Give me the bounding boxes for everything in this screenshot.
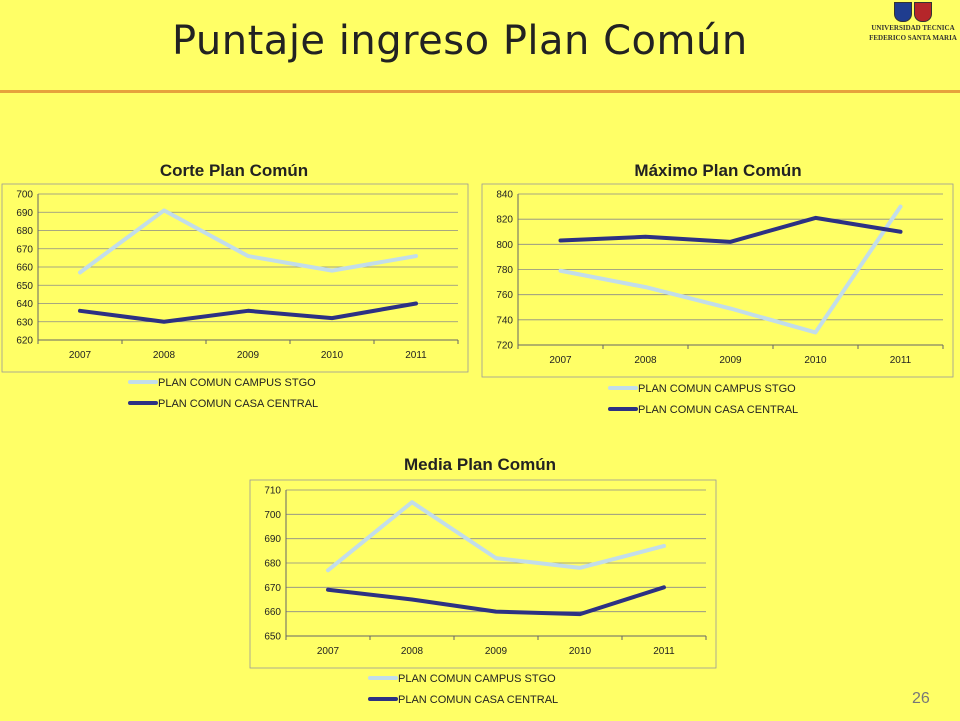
legend-label: PLAN COMUN CASA CENTRAL [398, 694, 558, 706]
x-tick-label: 2008 [401, 646, 424, 657]
y-tick-label: 640 [16, 299, 33, 310]
page-number: 26 [912, 690, 930, 708]
x-tick-label: 2007 [317, 646, 340, 657]
chart-media: Media Plan Común 650 660 670 680 690 700 710 200… [240, 446, 720, 721]
logo-text-line1: UNIVERSIDAD TECNICA [868, 24, 958, 32]
chart-media-svg: Media Plan Común 650 660 670 680 690 700 710 200… [240, 446, 720, 716]
y-tick-label: 650 [264, 632, 281, 643]
x-tick-label: 2010 [569, 646, 592, 657]
chart-title: Corte Plan Común [160, 161, 308, 180]
y-tick-label: 660 [16, 263, 33, 274]
chart-frame [482, 184, 953, 377]
y-tick-label: 680 [16, 226, 33, 237]
x-tick-label: 2009 [719, 355, 742, 366]
y-tick-label: 690 [264, 534, 281, 545]
series-line-casa-central [561, 218, 901, 242]
logo-shields [868, 2, 958, 22]
legend-label: PLAN COMUN CAMPUS STGO [398, 673, 556, 685]
chart-title: Máximo Plan Común [634, 161, 801, 180]
logo-shield-right [914, 2, 932, 22]
slide-title: Puntaje ingreso Plan Común [172, 18, 748, 64]
title-divider [0, 90, 960, 93]
x-tick-label: 2009 [237, 350, 260, 361]
chart-maximo: Máximo Plan Común 720 740 760 780 800 820 840 20… [480, 148, 950, 433]
x-tick-label: 2007 [549, 355, 572, 366]
x-tick-label: 2010 [804, 355, 827, 366]
y-tick-label: 800 [496, 240, 513, 251]
legend-label: PLAN COMUN CAMPUS STGO [638, 383, 796, 395]
series-line-campus-stgo [80, 210, 416, 272]
logo-shield-left [894, 2, 912, 22]
y-tick-label: 710 [264, 486, 281, 497]
chart-maximo-svg: Máximo Plan Común 720 740 760 780 800 820 840 20… [480, 148, 950, 428]
chart-corte: Corte Plan Común 620 630 640 650 660 670 680 690… [0, 148, 470, 423]
x-tick-label: 2007 [69, 350, 92, 361]
series-line-campus-stgo [328, 502, 664, 570]
y-tick-label: 630 [16, 317, 33, 328]
x-tick-label: 2009 [485, 646, 508, 657]
university-logo: UNIVERSIDAD TECNICA FEDERICO SANTA MARIA [868, 2, 958, 42]
logo-text-line2: FEDERICO SANTA MARIA [868, 34, 958, 42]
legend-label: PLAN COMUN CASA CENTRAL [638, 404, 798, 416]
y-tick-label: 700 [264, 510, 281, 521]
y-tick-label: 660 [264, 607, 281, 618]
y-tick-label: 760 [496, 290, 513, 301]
y-tick-label: 840 [496, 190, 513, 201]
chart-frame [250, 480, 716, 668]
x-tick-label: 2008 [153, 350, 176, 361]
y-tick-label: 700 [16, 190, 33, 201]
y-tick-label: 820 [496, 215, 513, 226]
x-tick-label: 2011 [890, 355, 912, 366]
x-tick-label: 2008 [634, 355, 657, 366]
y-tick-label: 690 [16, 208, 33, 219]
y-tick-label: 780 [496, 265, 513, 276]
series-line-casa-central [80, 304, 416, 322]
y-tick-label: 620 [16, 336, 33, 347]
x-tick-label: 2011 [405, 350, 427, 361]
y-tick-label: 650 [16, 281, 33, 292]
series-line-casa-central [328, 587, 664, 614]
y-tick-label: 670 [16, 244, 33, 255]
chart-corte-svg: Corte Plan Común 620 630 640 650 660 670 680 690… [0, 148, 470, 418]
y-tick-label: 740 [496, 315, 513, 326]
x-tick-label: 2011 [653, 646, 675, 657]
y-tick-label: 670 [264, 583, 281, 594]
legend-label: PLAN COMUN CASA CENTRAL [158, 398, 318, 410]
x-tick-label: 2010 [321, 350, 344, 361]
chart-title: Media Plan Común [404, 455, 556, 474]
y-tick-label: 680 [264, 559, 281, 570]
legend-label: PLAN COMUN CAMPUS STGO [158, 377, 316, 389]
y-tick-label: 720 [496, 341, 513, 352]
